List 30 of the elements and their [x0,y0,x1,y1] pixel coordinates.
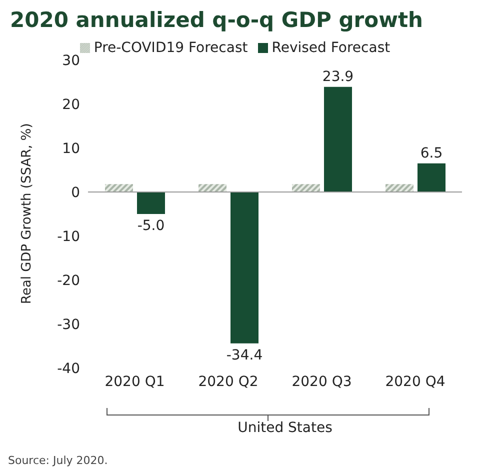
text: United States [236,420,334,436]
bar [230,192,258,344]
legend-label: Revised Forecast [272,40,390,56]
y-tick-label: 20 [62,96,80,113]
chart-title: 2020 annualized q-o-q GDP growth [10,8,424,32]
y-axis-title: Real GDP Growth (SSAR, %) [20,123,35,304]
x-tick-label: 2020 Q3 [292,374,352,390]
bar [292,184,320,192]
legend-label: Pre-COVID19 Forecast [94,40,248,56]
bar [198,184,226,192]
data-label: 6.5 [420,145,443,162]
bar [418,163,446,192]
x-tick-label: 2020 Q1 [104,374,165,390]
x-tick-label: 2020 Q4 [385,374,446,390]
data-label: -34.4 [226,347,263,364]
data-label: 23.9 [322,68,354,85]
y-tick-label: -10 [57,228,80,245]
source-note: Source: July 2020. [8,454,109,467]
bar [105,184,133,192]
y-tick-label: -30 [57,316,80,333]
bar [386,184,414,192]
bar [324,86,352,192]
y-tick-label: -40 [57,360,80,377]
y-tick-label: 30 [62,52,80,69]
y-tick-label: 0 [71,184,80,201]
y-tick-label: -20 [57,272,80,289]
data-label: -5.0 [137,218,165,234]
y-tick-label: 10 [62,140,80,157]
x-tick-label: 2020 Q2 [198,374,258,390]
bar [137,192,165,214]
